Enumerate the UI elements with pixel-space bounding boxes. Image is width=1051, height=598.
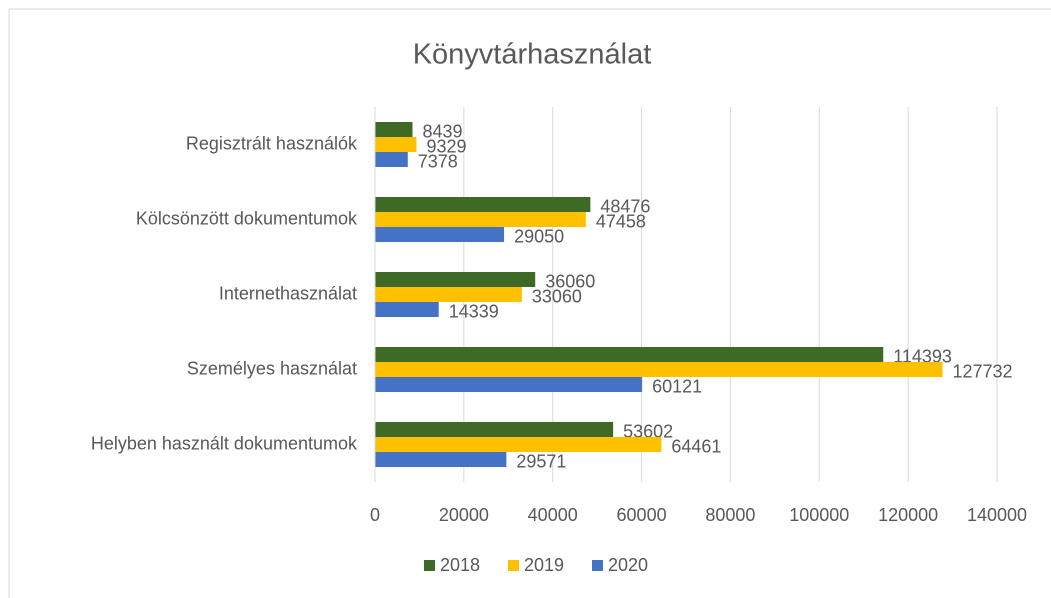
legend-label: 2020 (608, 555, 648, 575)
bar (375, 422, 614, 437)
data-label: 47458 (596, 211, 646, 231)
bar (375, 377, 643, 392)
data-label: 36060 (545, 271, 595, 291)
y-tick-label: Kölcsönzött dokumentumok (136, 208, 358, 228)
x-tick-label: 20000 (439, 505, 489, 525)
x-tick-label: 80000 (705, 505, 755, 525)
bar (375, 212, 586, 227)
bar (375, 152, 408, 167)
chart-frame (8, 8, 1051, 598)
legend-label: 2019 (524, 555, 564, 575)
x-tick-label: 0 (370, 505, 380, 525)
bar (375, 137, 417, 152)
legend-swatch (508, 560, 519, 571)
bar (375, 227, 505, 242)
x-tick-label: 100000 (789, 505, 849, 525)
legend-swatch (592, 560, 603, 571)
x-tick-label: 140000 (967, 505, 1027, 525)
x-tick-label: 120000 (878, 505, 938, 525)
y-tick-label: Regisztrált használók (186, 133, 358, 153)
data-label: 9329 (426, 136, 466, 156)
bar (375, 122, 413, 137)
data-label: 127732 (952, 361, 1012, 381)
legend-label: 2018 (440, 555, 480, 575)
data-label: 33060 (532, 286, 582, 306)
bar (375, 302, 439, 317)
data-label: 64461 (671, 436, 721, 456)
data-label: 60121 (652, 376, 702, 396)
bar (375, 287, 522, 302)
data-label: 29571 (516, 451, 566, 471)
bar (375, 362, 943, 377)
chart-title: Könyvtárhasználat (413, 39, 652, 71)
y-tick-label: Személyes használat (187, 358, 357, 378)
bar (375, 197, 591, 212)
bar (375, 272, 536, 287)
data-label: 14339 (449, 301, 499, 321)
x-tick-label: 60000 (617, 505, 667, 525)
data-label: 29050 (514, 226, 564, 246)
data-label: 53602 (623, 421, 673, 441)
data-label: 114393 (893, 346, 952, 366)
y-tick-label: Helyben használt dokumentumok (91, 433, 358, 453)
bar (375, 347, 884, 362)
data-label: 8439 (422, 121, 462, 141)
data-label: 7378 (418, 151, 458, 171)
data-label: 48476 (600, 196, 650, 216)
legend-swatch (424, 560, 435, 571)
y-tick-label: Internethasználat (219, 283, 357, 303)
bar (375, 452, 507, 467)
bar (375, 437, 662, 452)
x-tick-label: 40000 (528, 505, 578, 525)
